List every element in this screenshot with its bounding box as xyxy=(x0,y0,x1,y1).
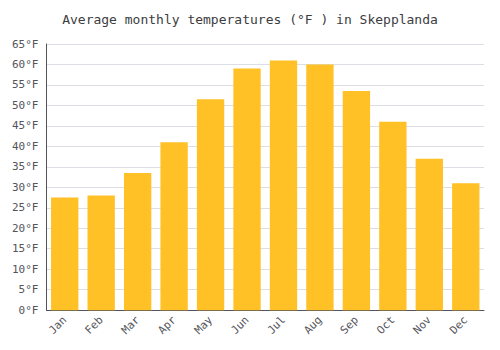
svg-text:15°F: 15°F xyxy=(12,242,39,255)
svg-text:Mar: Mar xyxy=(119,313,142,336)
svg-text:5°F: 5°F xyxy=(19,283,39,296)
svg-text:60°F: 60°F xyxy=(12,58,39,71)
svg-text:0°F: 0°F xyxy=(19,304,39,317)
svg-text:10°F: 10°F xyxy=(12,263,39,276)
svg-text:30°F: 30°F xyxy=(12,181,39,194)
svg-text:50°F: 50°F xyxy=(12,99,39,112)
svg-text:Apr: Apr xyxy=(155,313,178,336)
svg-text:Jan: Jan xyxy=(46,314,69,337)
svg-text:Nov: Nov xyxy=(411,313,434,336)
svg-text:40°F: 40°F xyxy=(12,140,39,153)
svg-text:45°F: 45°F xyxy=(12,119,39,132)
svg-text:65°F: 65°F xyxy=(12,38,39,51)
svg-text:Jun: Jun xyxy=(228,314,251,337)
svg-text:25°F: 25°F xyxy=(12,201,39,214)
svg-text:35°F: 35°F xyxy=(12,160,39,173)
svg-text:Average monthly temperatures (: Average monthly temperatures (°F ) in Sk… xyxy=(62,12,438,27)
svg-text:Jul: Jul xyxy=(265,314,288,337)
svg-text:Sep: Sep xyxy=(338,314,361,337)
svg-text:May: May xyxy=(192,313,215,336)
svg-text:55°F: 55°F xyxy=(12,78,39,91)
svg-text:Feb: Feb xyxy=(83,314,106,337)
svg-text:Aug: Aug xyxy=(301,314,324,337)
svg-text:20°F: 20°F xyxy=(12,222,39,235)
svg-text:Dec: Dec xyxy=(447,314,470,337)
svg-text:Oct: Oct xyxy=(374,314,397,337)
